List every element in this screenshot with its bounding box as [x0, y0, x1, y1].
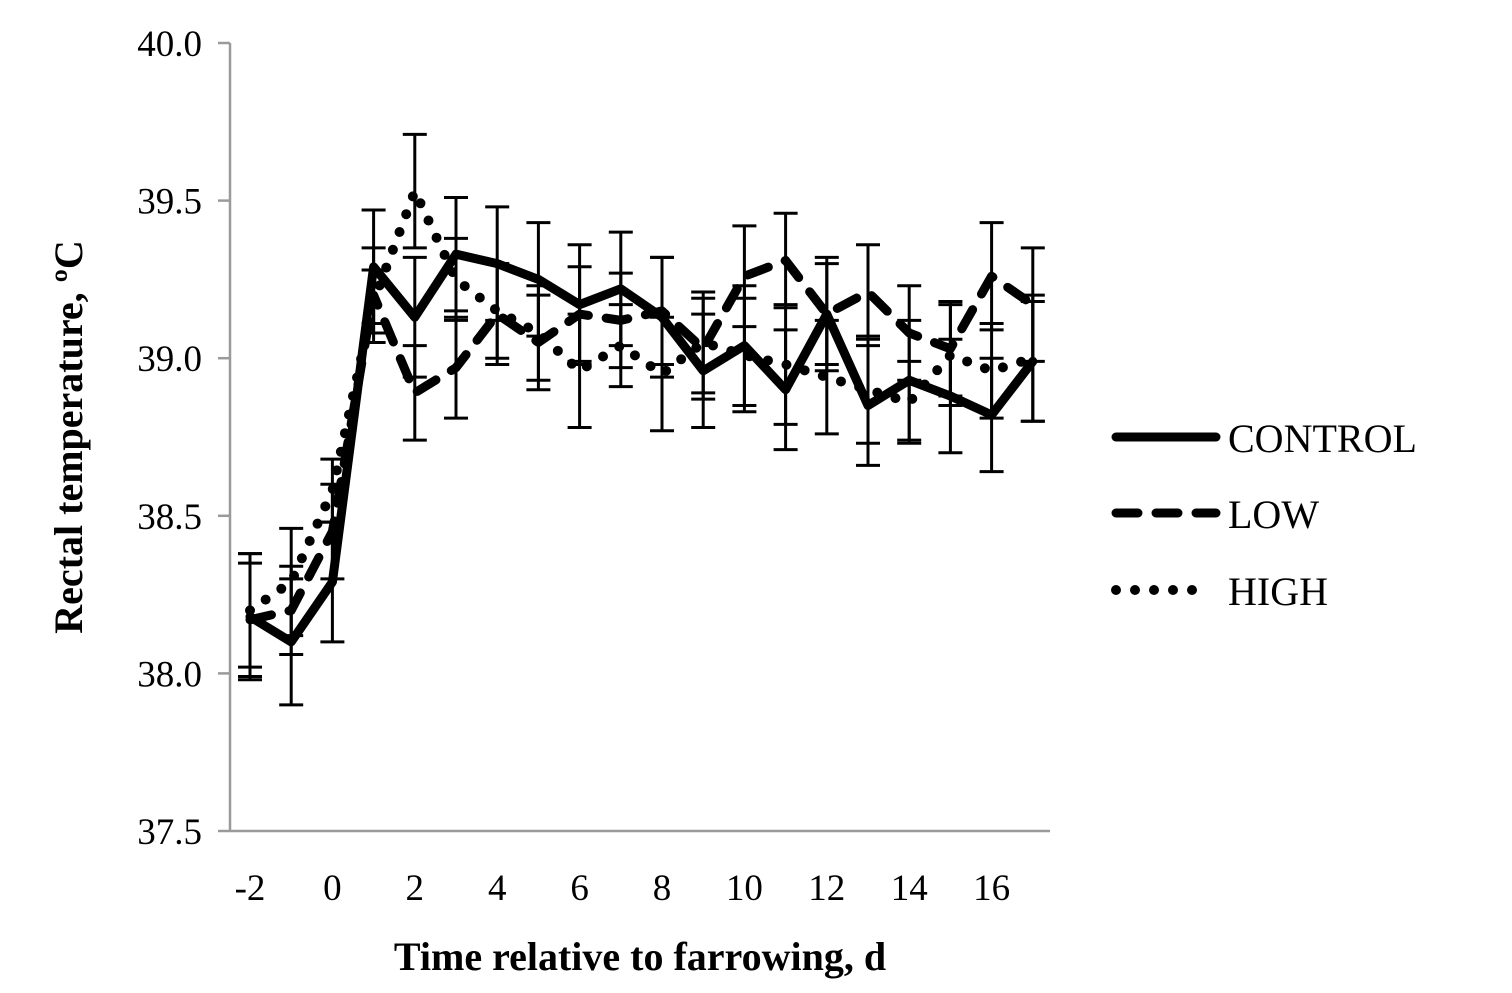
- y-tick-label: 38.0: [137, 654, 202, 695]
- legend: CONTROL LOW HIGH: [1111, 416, 1417, 614]
- error-bar: [279, 526, 304, 638]
- y-ticks: 37.5 38.0 38.5 39.0 39.5 40.0: [137, 24, 230, 853]
- y-tick-label: 39.5: [137, 182, 202, 223]
- y-tick-label: 40.0: [137, 24, 202, 65]
- x-tick-label: 4: [488, 868, 507, 909]
- x-ticks: -2 0 2 4 6 8 10 12 14 16: [235, 868, 1011, 909]
- legend-item-low: LOW: [1111, 492, 1319, 537]
- x-tick-label: 6: [570, 868, 589, 909]
- x-tick-label: 14: [891, 868, 928, 909]
- x-tick-label: 0: [323, 868, 342, 909]
- y-tick-label: 37.5: [137, 812, 202, 853]
- x-tick-label: 2: [406, 868, 425, 909]
- axes: [228, 43, 1050, 833]
- x-tick-label: -2: [235, 868, 266, 909]
- error-bar: [856, 243, 880, 341]
- error-bar: [402, 132, 427, 250]
- y-tick-label: 38.5: [137, 497, 202, 538]
- y-tick-label: 39.0: [137, 339, 202, 380]
- error-bars: [238, 132, 1045, 707]
- series-line-high: [245, 186, 1038, 616]
- y-axis-title: Rectal temperature, ºC: [46, 240, 91, 633]
- x-tick-label: 12: [808, 868, 845, 909]
- x-tick-label: 16: [973, 868, 1010, 909]
- x-tick-label: 10: [726, 868, 763, 909]
- x-axis-title: Time relative to farrowing, d: [394, 934, 886, 979]
- legend-item-control: CONTROL: [1111, 416, 1417, 461]
- legend-label: HIGH: [1228, 569, 1328, 614]
- x-tick-label: 8: [653, 868, 672, 909]
- legend-label: LOW: [1228, 492, 1319, 537]
- legend-label: CONTROL: [1228, 416, 1417, 461]
- error-bar: [856, 334, 880, 445]
- series-line-control: [245, 249, 1038, 647]
- series-lines: [245, 186, 1038, 647]
- legend-item-high: HIGH: [1111, 569, 1328, 614]
- series-line-low: [245, 255, 1038, 625]
